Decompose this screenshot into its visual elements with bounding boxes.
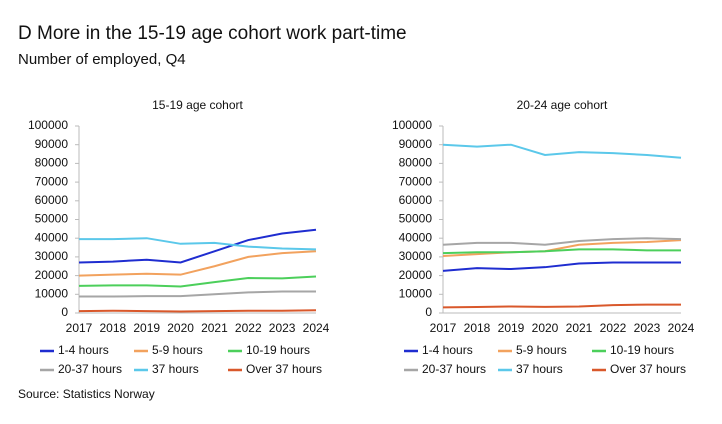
y-tick-label: 0: [61, 305, 68, 319]
legend-label: 37 hours: [516, 362, 563, 376]
series-line: [442, 261, 681, 272]
panel-title: 20-24 age cohort: [517, 98, 608, 112]
y-tick-label: 30000: [35, 249, 69, 263]
series-line: [442, 143, 682, 159]
legend-label: 1-4 hours: [58, 343, 109, 357]
y-tick-label: 30000: [399, 249, 433, 263]
y-tick-label: 40000: [35, 230, 69, 244]
y-tick-label: 100000: [392, 118, 432, 132]
x-tick-label: 2024: [303, 321, 330, 335]
x-tick-label: 2019: [498, 321, 525, 335]
x-tick-label: 2022: [600, 321, 627, 335]
series-line: [78, 309, 317, 313]
x-tick-label: 2017: [430, 321, 457, 335]
page-subtitle: Number of employed, Q4: [18, 51, 186, 68]
y-tick-label: 60000: [35, 193, 69, 207]
y-tick-label: 20000: [399, 268, 433, 282]
series-line: [78, 250, 317, 277]
y-tick-label: 50000: [399, 212, 433, 226]
y-tick-label: 60000: [399, 193, 433, 207]
legend-label: 1-4 hours: [422, 343, 473, 357]
y-tick-label: 70000: [399, 174, 433, 188]
series-line: [78, 228, 317, 264]
y-tick-label: 90000: [35, 137, 69, 151]
y-tick-label: 10000: [399, 286, 433, 300]
y-tick-label: 40000: [399, 230, 433, 244]
page-title: D More in the 15-19 age cohort work part…: [18, 23, 407, 44]
y-tick-label: 80000: [35, 156, 69, 170]
legend-label: 5-9 hours: [516, 343, 567, 357]
series-line: [442, 237, 682, 246]
series-line: [79, 290, 316, 298]
source: Source: Statistics Norway: [18, 387, 155, 401]
y-tick-label: 0: [425, 305, 432, 319]
y-tick-label: 90000: [399, 137, 433, 151]
y-tick-label: 50000: [35, 212, 69, 226]
x-tick-label: 2019: [133, 321, 160, 335]
legend-label: 5-9 hours: [152, 343, 203, 357]
y-tick-label: 20000: [35, 268, 69, 282]
series-line: [442, 303, 681, 309]
panel-title: 15-19 age cohort: [152, 98, 243, 112]
x-tick-label: 2022: [235, 321, 262, 335]
y-tick-label: 10000: [35, 286, 69, 300]
x-tick-label: 2020: [167, 321, 194, 335]
x-tick-label: 2024: [668, 321, 695, 335]
y-tick-label: 80000: [399, 156, 433, 170]
legend-label: 20-37 hours: [58, 362, 122, 376]
legend-label: 20-37 hours: [422, 362, 486, 376]
series-line: [78, 275, 317, 288]
y-tick-label: 100000: [28, 118, 68, 132]
y-tick-label: 70000: [35, 174, 69, 188]
legend-label: 10-19 hours: [610, 343, 674, 357]
x-tick-label: 2021: [201, 321, 228, 335]
x-tick-label: 2023: [269, 321, 296, 335]
x-tick-label: 2023: [634, 321, 661, 335]
legend-label: Over 37 hours: [246, 362, 322, 376]
x-tick-label: 2018: [100, 321, 127, 335]
series-line: [442, 248, 681, 255]
x-tick-label: 2020: [532, 321, 559, 335]
x-tick-label: 2017: [66, 321, 93, 335]
legend-label: 37 hours: [152, 362, 199, 376]
series-line: [79, 237, 317, 251]
series-line: [442, 239, 682, 257]
x-tick-label: 2018: [464, 321, 491, 335]
legend-label: 10-19 hours: [246, 343, 310, 357]
x-tick-label: 2021: [566, 321, 593, 335]
legend-label: Over 37 hours: [610, 362, 686, 376]
